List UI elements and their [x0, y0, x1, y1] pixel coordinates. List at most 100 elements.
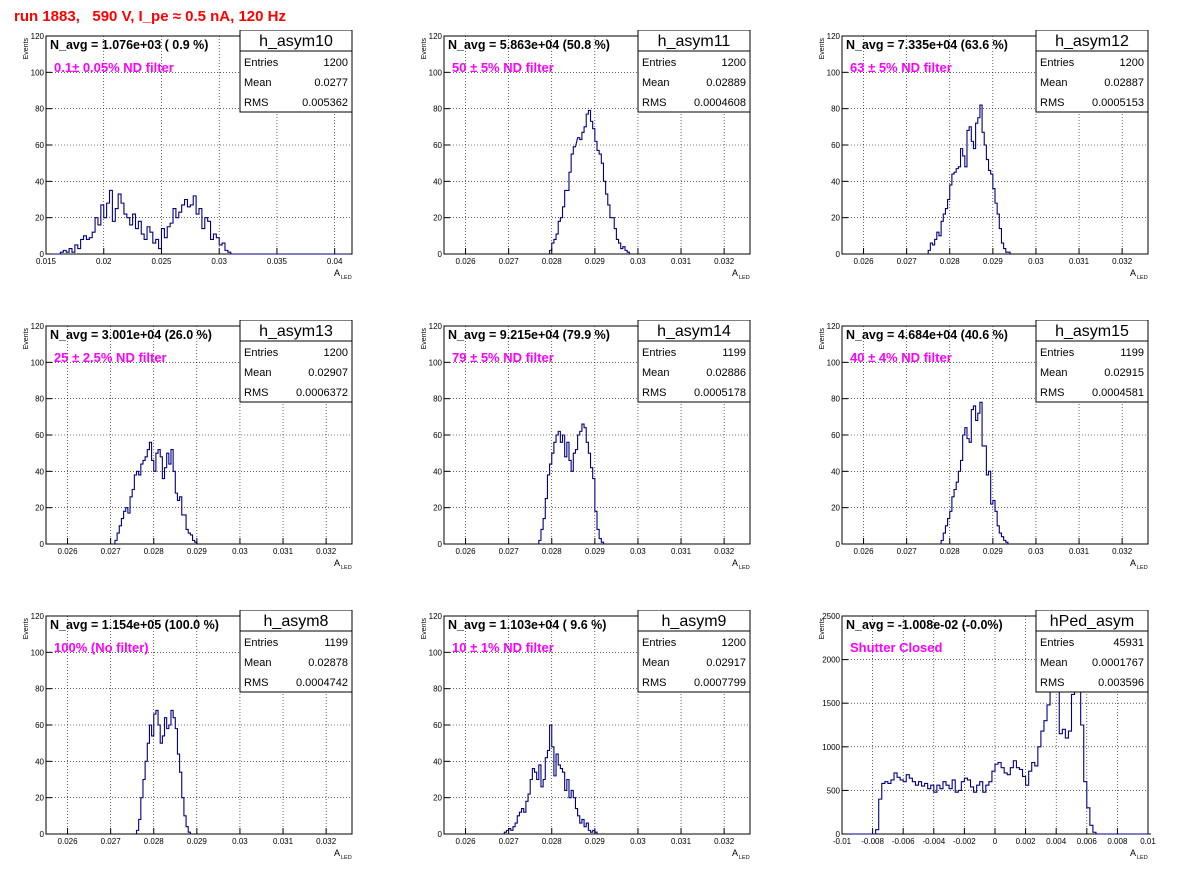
histogram-steps — [503, 724, 598, 834]
y-tick-label: 80 — [831, 395, 840, 404]
histogram-pad-h_asym13: 0.026 0.027 0.028 0.029 0.03 0.031 0.032 0 20 40 6… — [20, 319, 370, 590]
histogram-pad-h_asym11: 0.026 0.027 0.028 0.029 0.03 0.031 0.032 0 20 40 6… — [418, 29, 768, 300]
x-tick-label: 0.029 — [187, 837, 208, 846]
y-tick-label: 60 — [433, 721, 442, 730]
x-axis-label-sub: LED — [341, 565, 352, 571]
x-tick-label: 0.029 — [187, 547, 208, 556]
x-tick-label: 0.002 — [1016, 837, 1037, 846]
y-tick-label: 20 — [35, 214, 44, 223]
histogram-name: h_asym15 — [1055, 323, 1129, 340]
stats-label: Entries — [1040, 637, 1075, 649]
y-tick-label: 40 — [433, 757, 442, 766]
y-tick-label: 20 — [35, 794, 44, 803]
x-tick-label: 0.03 — [211, 257, 227, 266]
x-tick-label: 0.032 — [714, 257, 735, 266]
x-tick-label: 0.031 — [671, 837, 692, 846]
x-tick-label: 0.03 — [1028, 547, 1044, 556]
stats-label: Entries — [642, 57, 677, 69]
y-tick-label: 80 — [35, 395, 44, 404]
y-tick-label: 100 — [31, 358, 45, 367]
histogram-name: h_asym9 — [662, 613, 727, 630]
stats-value: 0.0005153 — [1092, 97, 1144, 109]
x-tick-label: 0.026 — [58, 837, 79, 846]
y-tick-label: 60 — [831, 431, 840, 440]
filter-label: Shutter Closed — [850, 640, 943, 655]
x-tick-label: 0.03 — [232, 837, 248, 846]
x-axis-label: A — [334, 268, 340, 278]
y-axis-label: Events — [23, 618, 30, 640]
x-axis-label: A — [732, 558, 738, 568]
y-tick-label: 20 — [831, 214, 840, 223]
y-tick-label: 40 — [35, 757, 44, 766]
x-tick-label: 0.032 — [714, 547, 735, 556]
y-tick-label: 40 — [433, 467, 442, 476]
stats-value: 1199 — [722, 347, 746, 359]
y-tick-label: 60 — [433, 141, 442, 150]
stats-value: 0.02889 — [706, 77, 746, 89]
stats-label: Mean — [244, 77, 272, 89]
navg-label: N_avg = 3.001e+04 (26.0 %) — [50, 328, 212, 342]
navg-label: N_avg = -1.008e-02 (-0.0%) — [846, 618, 1003, 632]
navg-label: N_avg = 1.076e+03 ( 0.9 %) — [50, 38, 208, 52]
y-tick-label: 20 — [831, 504, 840, 513]
x-tick-label: 0.028 — [542, 547, 563, 556]
histogram-name: hPed_asym — [1050, 613, 1135, 630]
stats-value: 0.0004608 — [694, 97, 746, 109]
histogram-pad-h_asym12: 0.026 0.027 0.028 0.029 0.03 0.031 0.032 0 20 40 6… — [816, 29, 1166, 300]
y-tick-label: 120 — [429, 32, 443, 41]
x-tick-label: 0.03 — [630, 547, 646, 556]
x-tick-label: 0.026 — [456, 257, 477, 266]
x-tick-label: 0.026 — [854, 547, 875, 556]
stats-label: Mean — [642, 657, 670, 669]
stats-value: 0.0004581 — [1092, 387, 1144, 399]
y-tick-label: 100 — [827, 358, 841, 367]
y-tick-label: 100 — [429, 648, 443, 657]
stats-box — [637, 340, 751, 403]
y-tick-label: 0 — [438, 250, 443, 259]
x-tick-label: 0.026 — [456, 837, 477, 846]
navg-label: N_avg = 7.335e+04 (63.6 %) — [846, 38, 1008, 52]
y-tick-label: 40 — [433, 177, 442, 186]
x-tick-label: 0.027 — [897, 547, 918, 556]
stats-label: RMS — [642, 677, 666, 689]
y-tick-label: 2000 — [822, 656, 840, 665]
x-tick-label: 0.026 — [58, 547, 79, 556]
y-tick-label: 120 — [827, 32, 841, 41]
stats-value: 0.0006372 — [296, 387, 348, 399]
histogram-svg: -0.01 -0.008 -0.006 -0.004 -0.002 0 0.002 0.004… — [819, 609, 1156, 861]
stats-value: 1200 — [722, 637, 746, 649]
histogram-name: h_asym8 — [264, 613, 329, 630]
run-title: run 1883, 590 V, I_pe ≈ 0.5 nA, 120 Hz — [14, 8, 286, 25]
histogram-pad-h_asym8: 0.026 0.027 0.028 0.029 0.03 0.031 0.032 0 20 40 6… — [20, 609, 370, 880]
y-tick-label: 100 — [31, 648, 45, 657]
stats-value: 45931 — [1113, 637, 1144, 649]
y-tick-label: 120 — [31, 32, 45, 41]
y-tick-label: 60 — [831, 141, 840, 150]
histogram-svg: 0.015 0.02 0.025 0.03 0.035 0.04 0 20 40 60 80 100 1… — [23, 29, 353, 281]
stats-label: Mean — [1040, 657, 1068, 669]
x-axis-label-sub: LED — [341, 275, 352, 281]
x-tick-label: 0 — [993, 837, 998, 846]
x-tick-label: 0.025 — [151, 257, 172, 266]
y-tick-label: 0 — [40, 540, 45, 549]
x-tick-label: 0.01 — [1140, 837, 1156, 846]
histogram-svg: 0.026 0.027 0.028 0.029 0.03 0.031 0.032 0 20 40 6… — [819, 29, 1149, 281]
stats-label: RMS — [244, 677, 268, 689]
y-tick-label: 60 — [35, 721, 44, 730]
x-tick-label: 0.029 — [983, 257, 1004, 266]
y-tick-label: 120 — [429, 322, 443, 331]
histogram-svg: 0.026 0.027 0.028 0.029 0.03 0.031 0.032 0 20 40 6… — [421, 609, 751, 861]
stats-value: 0.0004742 — [296, 677, 348, 689]
x-axis-label: A — [1130, 848, 1136, 858]
x-tick-label: 0.029 — [585, 547, 606, 556]
filter-label: 50 ± 5% ND filter — [452, 60, 554, 75]
y-tick-label: 0 — [836, 830, 841, 839]
stats-value: 1200 — [324, 57, 348, 69]
y-tick-label: 40 — [831, 467, 840, 476]
y-tick-label: 80 — [433, 105, 442, 114]
histogram-name: h_asym12 — [1055, 33, 1129, 50]
stats-box — [239, 630, 353, 693]
histogram-steps — [538, 423, 605, 544]
stats-value: 1200 — [722, 57, 746, 69]
stats-label: Entries — [1040, 347, 1075, 359]
